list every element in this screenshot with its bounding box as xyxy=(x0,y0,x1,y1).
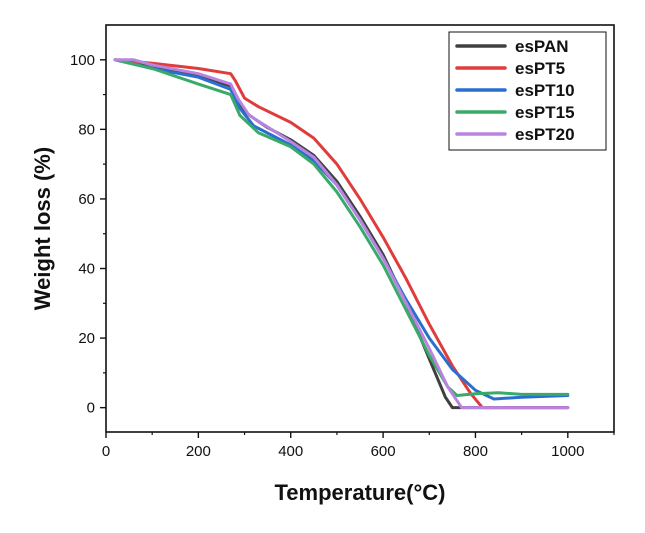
x-axis-title: Temperature(°C) xyxy=(275,480,446,505)
x-tick-label: 1000 xyxy=(551,443,584,460)
series-lines xyxy=(113,58,570,410)
legend-label-esPT10: esPT10 xyxy=(515,81,575,100)
x-tick-label: 800 xyxy=(463,443,488,460)
x-tick-label: 0 xyxy=(102,443,110,460)
legend-label-esPT20: esPT20 xyxy=(515,125,575,144)
x-tick-label: 200 xyxy=(186,443,211,460)
series-line-esPT20 xyxy=(113,58,570,410)
legend-label-esPT5: esPT5 xyxy=(515,59,565,78)
y-tick-label: 80 xyxy=(78,121,95,138)
y-tick-label: 100 xyxy=(70,52,95,69)
y-tick-label: 60 xyxy=(78,191,95,208)
legend: esPAN esPT5 esPT10 esPT15 esPT20 xyxy=(448,31,607,151)
y-axis: 0 20 40 60 80 100 xyxy=(70,52,106,417)
y-tick-label: 0 xyxy=(87,400,95,417)
x-axis: 0 200 400 600 800 1000 xyxy=(102,432,615,460)
x-tick-label: 400 xyxy=(278,443,303,460)
y-tick-label: 40 xyxy=(78,261,95,278)
y-tick-label: 20 xyxy=(78,330,95,347)
plot-frame xyxy=(105,24,615,433)
series-line-esPT15 xyxy=(113,58,570,397)
y-axis-title: Weight loss (%) xyxy=(30,147,55,310)
x-tick-label: 600 xyxy=(371,443,396,460)
legend-label-esPAN: esPAN xyxy=(515,37,569,56)
legend-label-esPT15: esPT15 xyxy=(515,103,575,122)
